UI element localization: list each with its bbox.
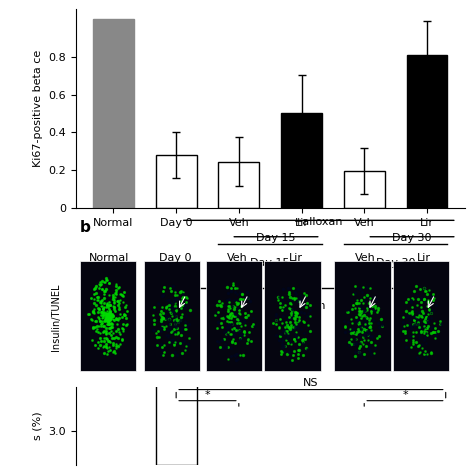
- Text: *: *: [402, 390, 408, 400]
- FancyBboxPatch shape: [144, 261, 200, 371]
- FancyBboxPatch shape: [334, 261, 391, 371]
- Text: Day 30: Day 30: [376, 258, 415, 268]
- Text: *: *: [205, 390, 210, 400]
- Y-axis label: s (%): s (%): [33, 411, 43, 440]
- Text: Insulin/TUNEL: Insulin/TUNEL: [51, 283, 62, 351]
- Bar: [93, 19, 134, 208]
- Text: b: b: [80, 220, 91, 235]
- FancyBboxPatch shape: [264, 261, 321, 371]
- Text: Lir: Lir: [417, 253, 431, 263]
- Text: Lir: Lir: [289, 253, 302, 263]
- FancyBboxPatch shape: [206, 261, 263, 371]
- Text: +alloxan: +alloxan: [277, 301, 326, 311]
- Text: Veh: Veh: [355, 253, 376, 263]
- Text: Day 30: Day 30: [392, 234, 432, 244]
- Bar: [344, 171, 384, 208]
- Bar: [219, 162, 259, 208]
- Text: Veh: Veh: [227, 253, 247, 263]
- Text: Day 0: Day 0: [159, 253, 191, 263]
- Text: Normal: Normal: [89, 253, 129, 263]
- Text: Day 15: Day 15: [250, 258, 290, 268]
- Bar: [407, 55, 447, 208]
- FancyBboxPatch shape: [80, 261, 136, 371]
- FancyBboxPatch shape: [392, 261, 449, 371]
- Text: NS: NS: [303, 378, 319, 389]
- Bar: [156, 155, 197, 208]
- Bar: [156, 326, 197, 465]
- Y-axis label: Ki67-positive beta ce: Ki67-positive beta ce: [33, 50, 43, 167]
- Text: +alloxan: +alloxan: [294, 217, 344, 227]
- Text: Day 15: Day 15: [256, 234, 296, 244]
- Bar: [281, 112, 322, 208]
